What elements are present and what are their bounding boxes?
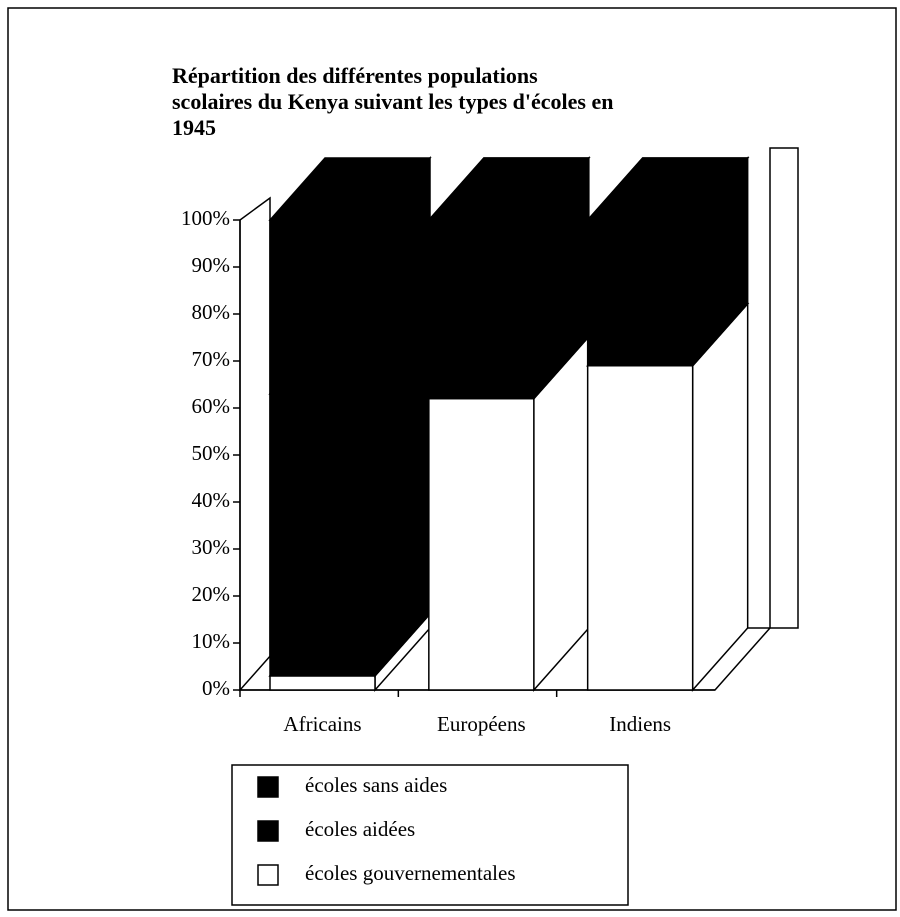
bar [586,364,694,691]
left-wall [239,196,271,692]
bar [269,675,376,691]
y-tick-label: 50% [192,441,231,465]
bar [428,397,535,691]
y-tick-label: 80% [192,300,231,324]
right-wall [769,147,799,629]
y-tick-label: 60% [192,394,231,418]
legend-box [231,764,629,906]
legend-label: écoles sans aides [305,773,447,797]
bar-top [585,157,750,221]
legend-swatch [257,864,279,886]
bar [586,219,694,367]
bar [269,393,376,677]
y-tick-label: 10% [192,629,231,653]
chart-title: Répartition des différentes populations [172,63,538,88]
bar [269,219,376,395]
chart-title: 1945 [172,115,216,140]
y-tick-label: 90% [192,253,231,277]
bar-top [427,157,591,221]
y-tick-label: 20% [192,582,231,606]
x-tick-label: Indiens [609,712,671,736]
x-tick-label: Européens [437,712,526,736]
frame [7,7,897,911]
bar [428,219,535,400]
legend-swatch [257,820,279,842]
legend-label: écoles gouvernementales [305,861,516,885]
chart-title: scolaires du Kenya suivant les types d'é… [172,89,613,114]
legend-swatch [257,776,279,798]
y-tick-label: 100% [181,206,230,230]
x-tick-label: Africains [283,712,361,736]
y-tick-label: 30% [192,535,231,559]
bar-side [691,301,749,692]
y-tick-label: 40% [192,488,231,512]
y-tick-label: 70% [192,347,231,371]
y-tick-label: 0% [202,676,230,700]
legend-label: écoles aidées [305,817,415,841]
